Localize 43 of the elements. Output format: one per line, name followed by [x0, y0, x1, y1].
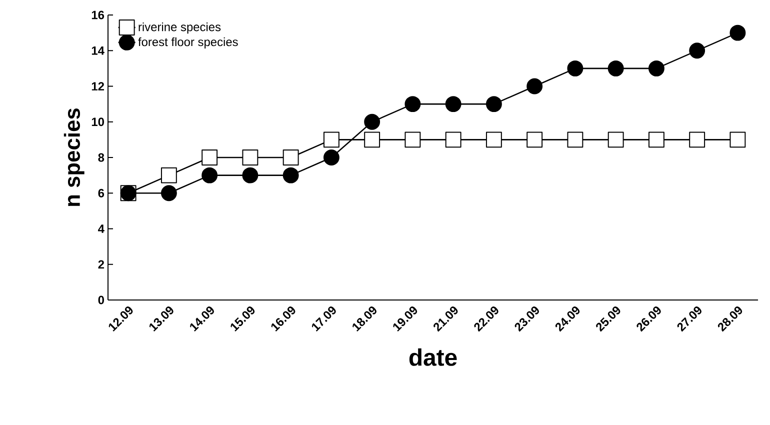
point	[648, 60, 664, 76]
point	[202, 167, 218, 184]
y-tick-label: 8	[98, 153, 104, 162]
legend-label: forest floor species	[138, 37, 238, 49]
point	[689, 132, 706, 148]
point	[364, 132, 380, 148]
y-axis-title: n species	[64, 108, 84, 206]
point	[404, 96, 421, 112]
y-tick-label: 16	[92, 10, 104, 20]
y-tick-label: 10	[92, 118, 104, 126]
point	[567, 60, 584, 76]
point	[608, 132, 624, 148]
point	[282, 150, 299, 166]
point	[486, 132, 502, 148]
point	[323, 132, 340, 148]
point	[242, 167, 258, 184]
point	[445, 96, 462, 112]
y-tick-label: 14	[92, 46, 104, 55]
point	[567, 132, 584, 148]
point	[608, 60, 624, 76]
point	[202, 150, 218, 166]
legend-label: riverine species	[138, 22, 221, 34]
y-tick-label: 4	[98, 224, 104, 233]
point	[526, 132, 543, 148]
point	[526, 78, 543, 94]
x-axis-title: date	[409, 348, 457, 366]
point	[689, 42, 706, 59]
y-tick-label: 2	[98, 260, 104, 269]
point	[648, 132, 664, 148]
point	[242, 150, 258, 166]
y-tick-label: 6	[98, 188, 104, 198]
point	[730, 24, 746, 41]
point	[160, 185, 177, 202]
point	[364, 114, 380, 130]
point	[160, 167, 177, 184]
y-tick-label: 12	[92, 82, 104, 90]
point	[323, 150, 340, 166]
point	[730, 132, 746, 148]
y-tick-label: 0	[98, 296, 104, 304]
point	[282, 167, 299, 184]
point	[486, 96, 502, 112]
point	[445, 132, 462, 148]
point	[404, 132, 421, 148]
